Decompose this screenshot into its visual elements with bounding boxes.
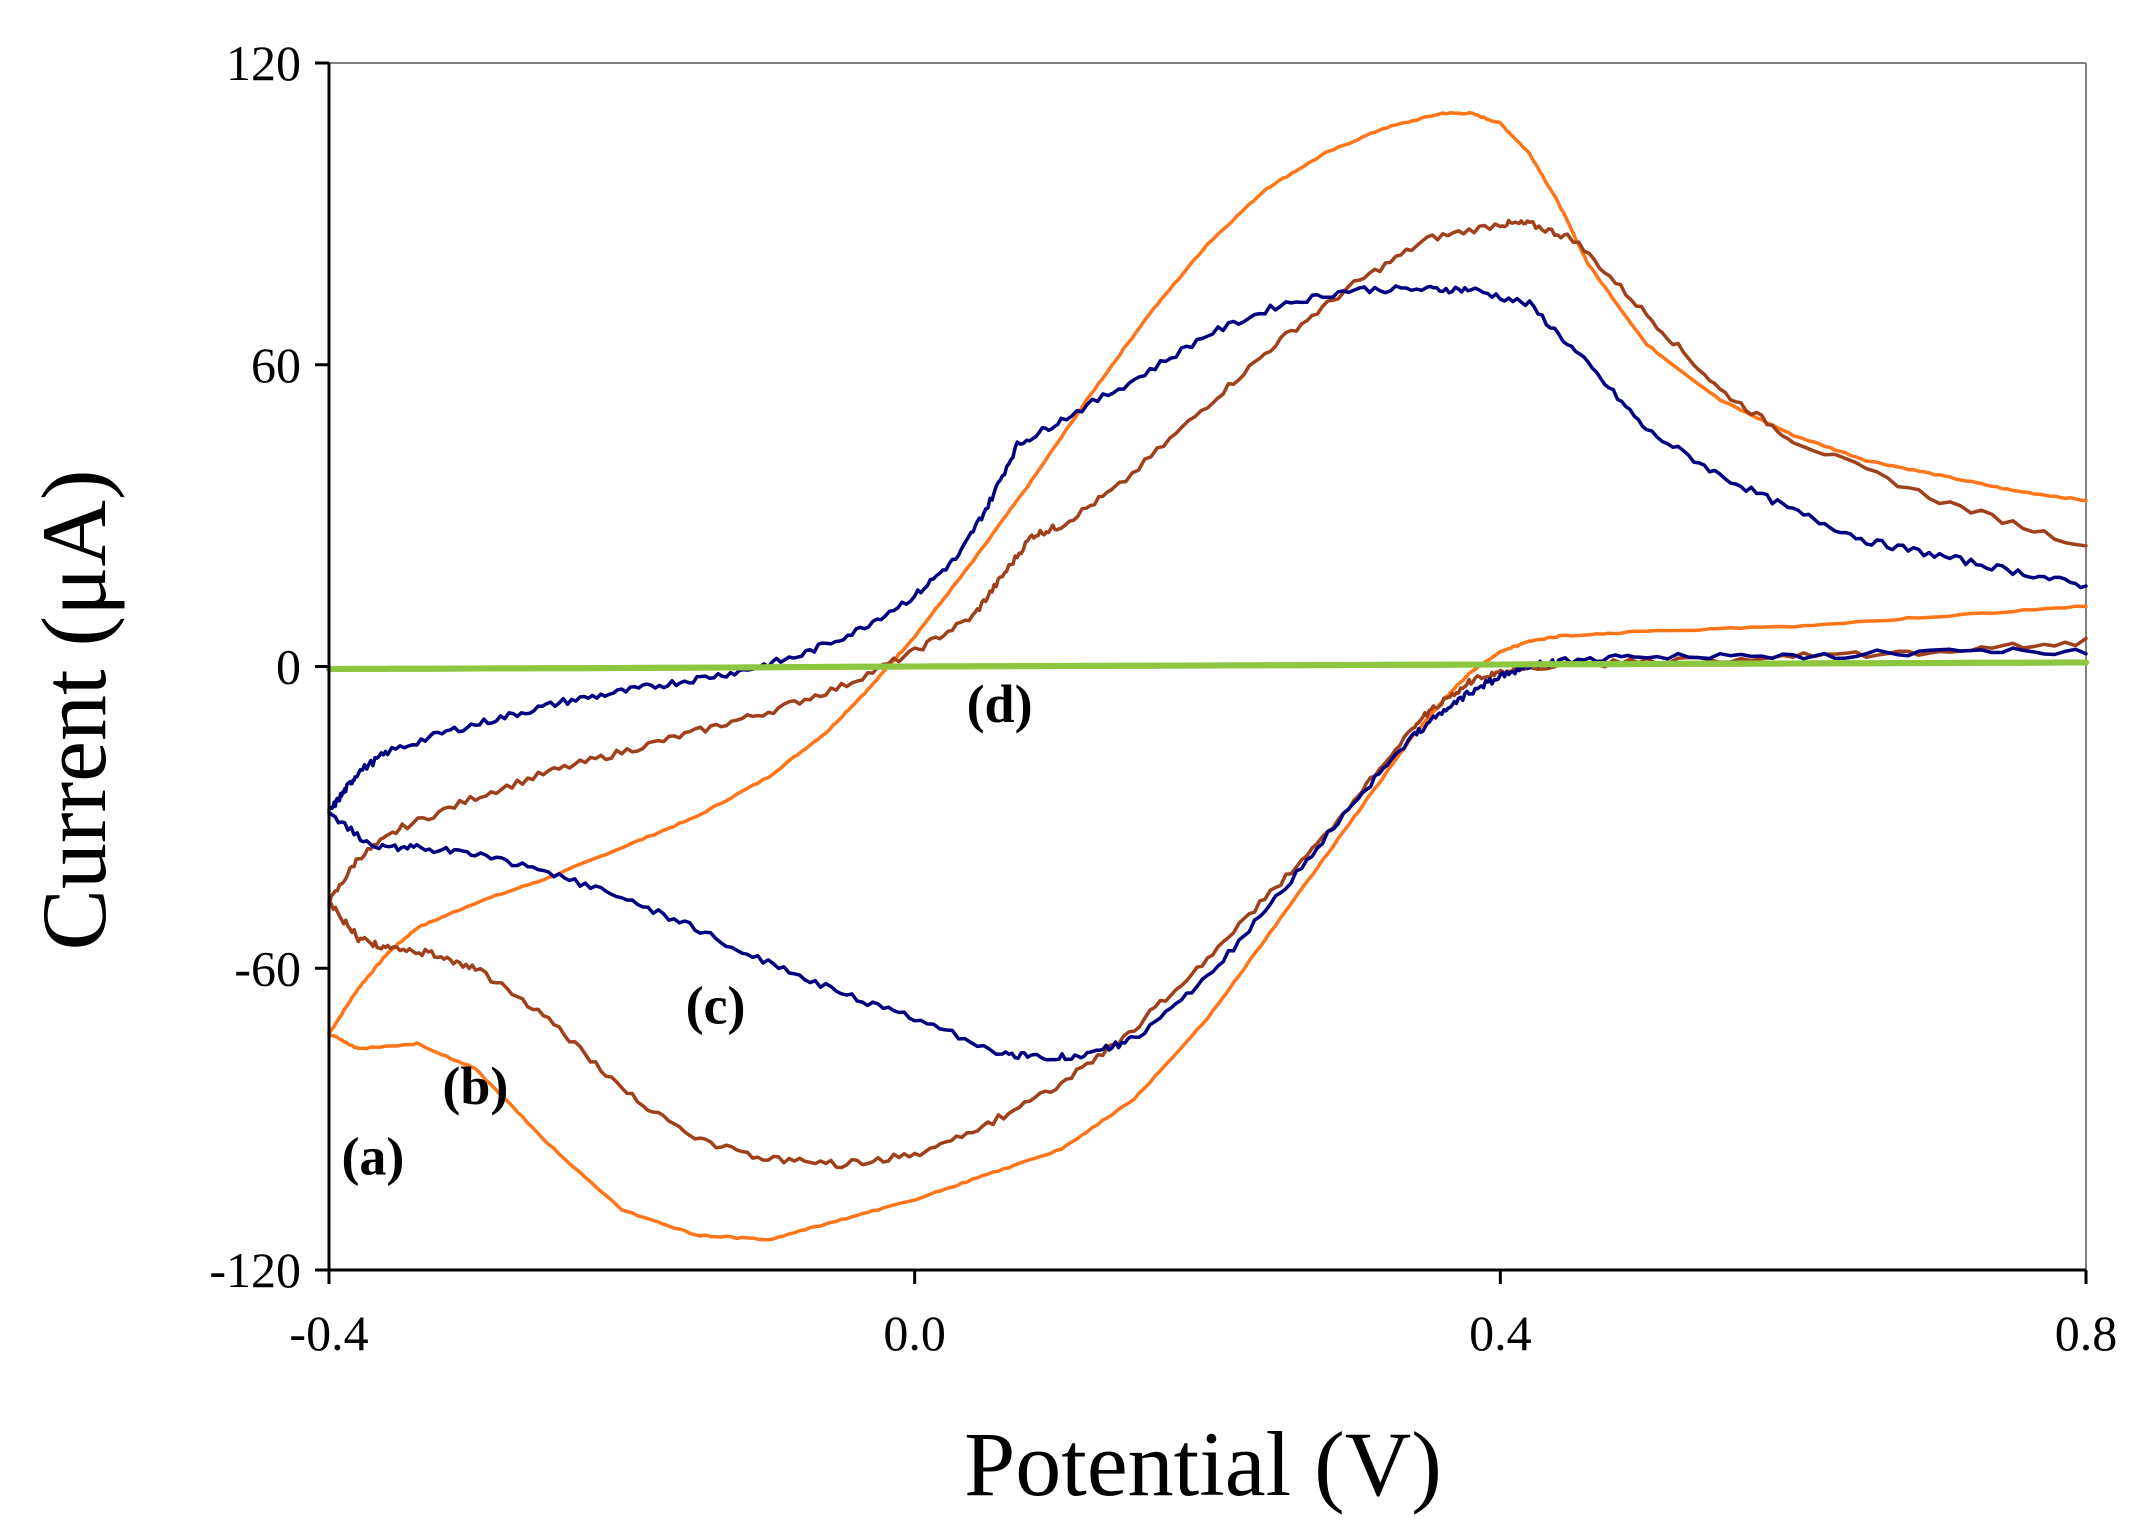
x-tick-label: -0.4 (289, 1305, 368, 1361)
series-b-anodic-line (327, 218, 2088, 908)
series-a-anodic-line (327, 110, 2088, 1036)
y-axis-title: Current (μA) (23, 469, 125, 950)
series-d (326, 659, 2089, 672)
y-tick-label: 120 (226, 35, 301, 91)
y-tick-label: 0 (276, 639, 301, 695)
curve-label-b: (b) (442, 1056, 508, 1116)
y-tick-label: -60 (234, 940, 301, 996)
series-c (327, 284, 2088, 1062)
y-tick-label: 60 (251, 337, 301, 393)
axes-layer: -120 -60 0 60 120 -0.4 0.0 0.4 0.8 (209, 35, 2117, 1361)
x-axis-title: Potential (V) (964, 1413, 1442, 1515)
plot-frame (329, 62, 2087, 1270)
curve-label-d: (d) (967, 674, 1033, 734)
x-tick-label: 0.8 (2055, 1305, 2118, 1361)
curve-label-c: (c) (686, 976, 746, 1036)
y-tick-label: -120 (209, 1242, 301, 1298)
x-tick-label: 0.4 (1469, 1305, 1532, 1361)
series-c-cathodic-line (327, 646, 2088, 1062)
series-a-cathodic-line (327, 604, 2088, 1242)
curve-labels: (a) (b) (c) (d) (341, 674, 1032, 1187)
series-d-cathodic-line (326, 659, 2089, 672)
curve-label-a: (a) (341, 1126, 404, 1186)
series-b-cathodic-line (327, 636, 2088, 1170)
series-layer (326, 110, 2089, 1242)
x-tick-label: 0.0 (883, 1305, 946, 1361)
series-a (327, 110, 2088, 1242)
series-c-anodic-line (327, 284, 2088, 812)
